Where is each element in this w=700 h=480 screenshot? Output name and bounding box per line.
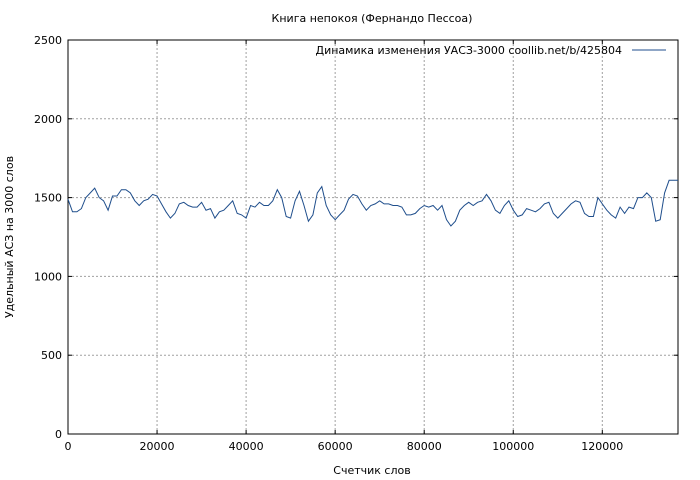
y-tick-label: 2500 xyxy=(34,34,62,47)
x-tick-label: 0 xyxy=(65,440,72,453)
legend-label: Динамика изменения УАСЗ-3000 coollib.net… xyxy=(316,44,623,57)
grid xyxy=(68,40,678,434)
x-tick-label: 60000 xyxy=(318,440,353,453)
plot-frame xyxy=(67,39,679,435)
y-tick-label: 0 xyxy=(55,428,62,441)
legend: Динамика изменения УАСЗ-3000 coollib.net… xyxy=(316,44,666,57)
y-tick-label: 2000 xyxy=(34,113,62,126)
y-axis-label: Удельный АСЗ на 3000 слов xyxy=(3,156,16,318)
series-line xyxy=(67,179,678,227)
x-tick-label: 40000 xyxy=(229,440,264,453)
y-tick-label: 1500 xyxy=(34,192,62,205)
x-tick-label: 20000 xyxy=(140,440,175,453)
y-tick-label: 1000 xyxy=(34,270,62,283)
x-tick-label: 100000 xyxy=(492,440,534,453)
x-tick-label: 120000 xyxy=(581,440,623,453)
x-axis-label: Счетчик слов xyxy=(333,464,410,477)
chart-title: Книга непокоя (Фернандо Пессоа) xyxy=(272,12,473,25)
x-tick-label: 80000 xyxy=(407,440,442,453)
y-tick-label: 500 xyxy=(41,349,62,362)
axis-ticks: 0 20000 40000 60000 80000 100000 120000 0 500 100… xyxy=(34,34,678,453)
